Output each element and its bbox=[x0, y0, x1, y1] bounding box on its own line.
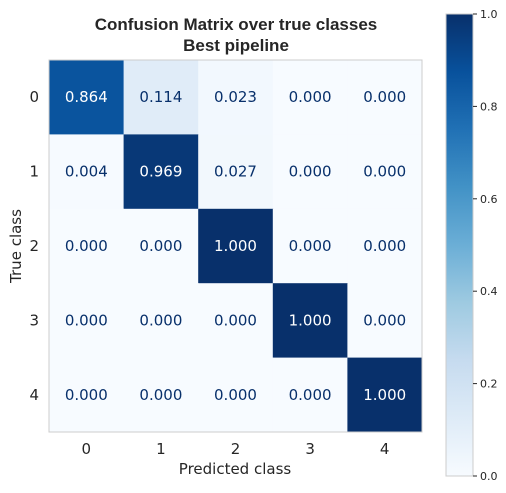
colorbar-tick-label: 0.8 bbox=[480, 100, 498, 113]
y-tick-labels: 0 1 2 3 4 bbox=[29, 88, 39, 404]
cell-value-label: 0.000 bbox=[363, 311, 406, 329]
heatmap-cell bbox=[272, 357, 348, 433]
heatmap-cell bbox=[123, 283, 199, 359]
x-tick-label: 3 bbox=[305, 440, 315, 458]
colorbar-tick-label: 0.2 bbox=[480, 378, 498, 391]
heatmap-cell bbox=[198, 60, 274, 135]
cell-value-label: 0.000 bbox=[214, 311, 257, 329]
heatmap-cell bbox=[347, 134, 423, 210]
colorbar-ticks: 0.0 0.2 0.4 0.6 0.8 1.0 bbox=[473, 8, 498, 483]
y-tick-label: 0 bbox=[29, 88, 39, 106]
y-tick-label: 4 bbox=[29, 386, 39, 404]
cell-value-label: 0.000 bbox=[289, 88, 332, 106]
x-tick-label: 0 bbox=[82, 440, 92, 458]
heatmap-cell bbox=[272, 283, 348, 359]
cell-value-label: 0.000 bbox=[139, 311, 182, 329]
heatmap-cells: 0.864 0.114 0.023 0.000 0.000 0.004 0.969 0.027… bbox=[49, 60, 423, 433]
cell-value-label: 0.000 bbox=[139, 386, 182, 404]
y-tick-label: 2 bbox=[29, 237, 39, 255]
cell-value-label: 0.000 bbox=[289, 237, 332, 255]
cell-value-label: 0.864 bbox=[65, 88, 108, 106]
cell-value-label: 0.000 bbox=[65, 386, 108, 404]
heatmap-cell bbox=[198, 208, 274, 284]
heatmap-cell bbox=[49, 134, 125, 210]
heatmap-cell bbox=[198, 357, 274, 433]
cell-value-label: 1.000 bbox=[363, 386, 406, 404]
colorbar-tick-label: 0.4 bbox=[480, 285, 498, 298]
cell-value-label: 0.000 bbox=[363, 237, 406, 255]
heatmap-cell bbox=[49, 283, 125, 359]
heatmap-cell bbox=[347, 60, 423, 135]
cell-value-label: 0.000 bbox=[289, 386, 332, 404]
chart-title-line-1: Confusion Matrix over true classes bbox=[95, 15, 377, 34]
cell-value-label: 0.000 bbox=[289, 163, 332, 181]
colorbar-tick-label: 0.0 bbox=[480, 470, 498, 483]
colorbar-tick-label: 1.0 bbox=[480, 8, 498, 21]
cell-value-label: 0.969 bbox=[139, 163, 182, 181]
cell-value-label: 0.000 bbox=[214, 386, 257, 404]
cell-value-label: 0.004 bbox=[65, 163, 108, 181]
cell-value-label: 0.000 bbox=[65, 237, 108, 255]
cell-value-label: 0.000 bbox=[363, 88, 406, 106]
colorbar bbox=[445, 13, 474, 477]
cell-value-label: 0.000 bbox=[363, 163, 406, 181]
heatmap-cell bbox=[347, 283, 423, 359]
heatmap-cell bbox=[272, 60, 348, 135]
heatmap-cell bbox=[123, 60, 199, 135]
heatmap-cell bbox=[123, 134, 199, 210]
heatmap-cell bbox=[49, 60, 125, 135]
heatmap-cell bbox=[49, 208, 125, 284]
heatmap-cell bbox=[198, 283, 274, 359]
heatmap-cell bbox=[272, 134, 348, 210]
x-axis-label: Predicted class bbox=[179, 460, 292, 478]
cell-value-label: 0.027 bbox=[214, 163, 257, 181]
x-tick-labels: 0 1 2 3 4 bbox=[82, 440, 390, 458]
heatmap-cell bbox=[49, 357, 125, 433]
cell-value-label: 1.000 bbox=[214, 237, 257, 255]
heatmap-cell bbox=[123, 208, 199, 284]
x-tick-label: 1 bbox=[156, 440, 166, 458]
cell-value-label: 0.023 bbox=[214, 88, 257, 106]
heatmap-cell bbox=[272, 208, 348, 284]
y-tick-label: 3 bbox=[29, 311, 39, 329]
cell-value-label: 0.000 bbox=[139, 237, 182, 255]
heatmap-cell bbox=[347, 208, 423, 284]
cell-value-label: 0.000 bbox=[65, 311, 108, 329]
cell-value-label: 1.000 bbox=[289, 311, 332, 329]
heatmap-cell bbox=[123, 357, 199, 433]
cell-value-label: 0.114 bbox=[139, 88, 182, 106]
y-axis-label: True class bbox=[7, 209, 25, 284]
chart-title-line-2: Best pipeline bbox=[183, 36, 289, 55]
x-tick-label: 4 bbox=[380, 440, 390, 458]
y-tick-label: 1 bbox=[29, 163, 39, 181]
heatmap-cell bbox=[198, 134, 274, 210]
x-tick-label: 2 bbox=[231, 440, 241, 458]
colorbar-tick-label: 0.6 bbox=[480, 193, 498, 206]
plot-frame bbox=[48, 59, 423, 433]
heatmap-cell bbox=[347, 357, 423, 433]
